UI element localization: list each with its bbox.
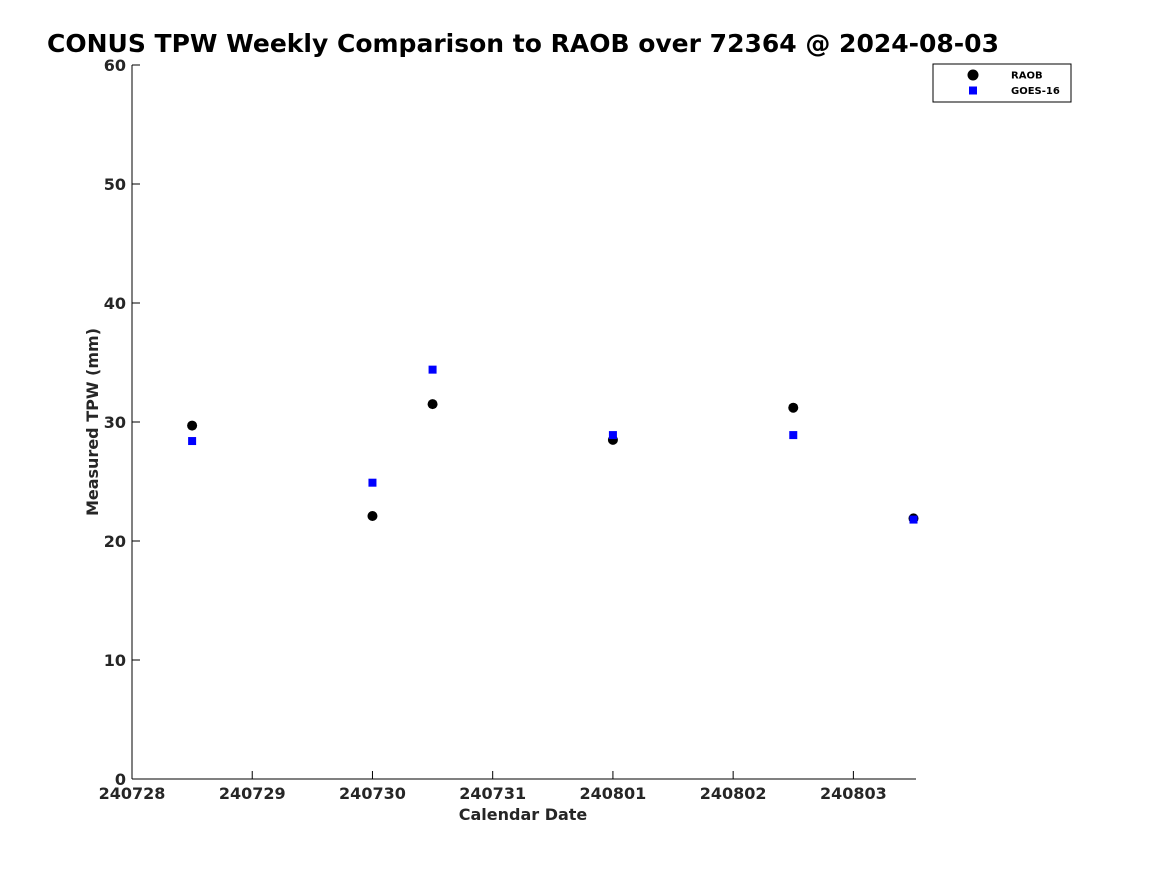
data-points [187, 365, 919, 524]
goes-16-point-5 [909, 515, 918, 524]
x-tick-label: 240731 [459, 784, 526, 803]
goes-16-point-3 [608, 431, 617, 440]
legend: RAOB GOES-16 [932, 63, 1072, 103]
legend-label-raob: RAOB [1011, 71, 1043, 82]
y-tick-label: 50 [104, 175, 126, 194]
legend-label-goes-16: GOES-16 [1011, 86, 1060, 97]
y-axis-label: Measured TPW (mm) [83, 328, 102, 516]
raob-point-1 [367, 511, 378, 522]
y-tick-label: 0 [115, 770, 126, 789]
raob-point-0 [187, 420, 198, 431]
goes-16-point-2 [428, 365, 437, 374]
x-axis-label: Calendar Date [459, 805, 588, 824]
legend-marker-raob [967, 69, 979, 81]
raob-point-4 [788, 402, 799, 413]
x-tick-label: 240730 [339, 784, 406, 803]
y-tick-label: 10 [104, 651, 126, 670]
y-tick-label: 30 [104, 413, 126, 432]
y-tick-label: 20 [104, 532, 126, 551]
x-tick-label: 240802 [700, 784, 767, 803]
x-tick-label: 240728 [99, 784, 166, 803]
legend-marker-goes-16 [969, 86, 977, 95]
goes-16-point-1 [368, 478, 377, 487]
goes-16-point-0 [188, 437, 197, 446]
x-axis-ticks: 240728 240729 240730 240731 240801 240802 2408… [99, 771, 887, 803]
raob-point-2 [427, 399, 438, 410]
legend-items: RAOB GOES-16 [967, 69, 1060, 97]
chart-title: CONUS TPW Weekly Comparison to RAOB over… [47, 29, 999, 58]
y-axis-ticks: 0 10 20 30 40 50 60 [104, 56, 140, 789]
y-tick-label: 60 [104, 56, 126, 75]
legend-box [932, 63, 1072, 103]
x-tick-label: 240729 [219, 784, 286, 803]
goes-16-point-4 [789, 431, 798, 440]
y-tick-label: 40 [104, 294, 126, 313]
plot-axes [131, 65, 916, 780]
x-tick-label: 240803 [820, 784, 887, 803]
x-tick-label: 240801 [580, 784, 647, 803]
